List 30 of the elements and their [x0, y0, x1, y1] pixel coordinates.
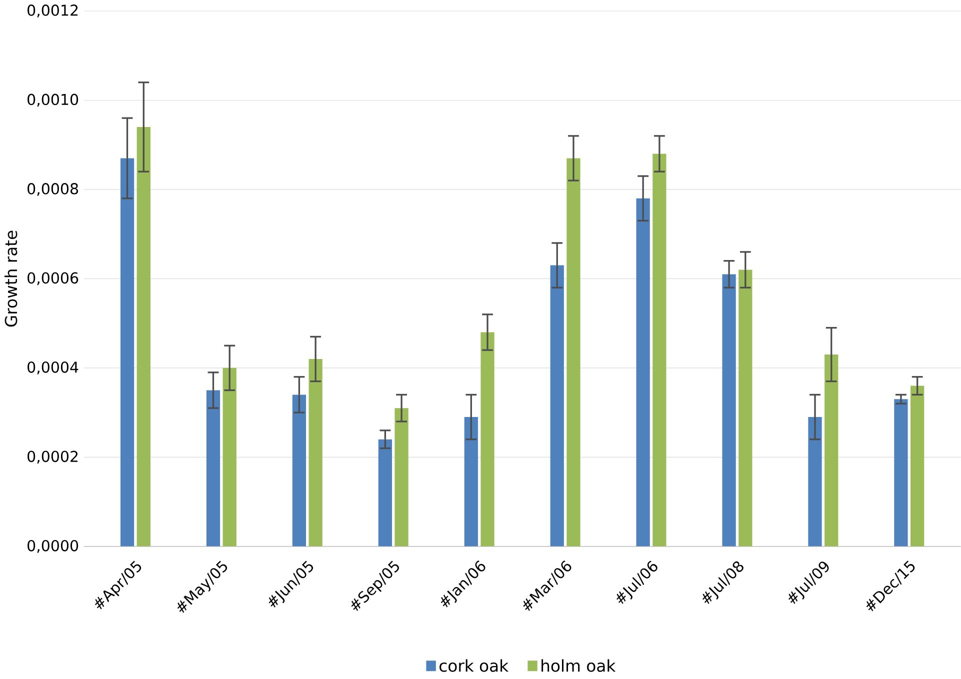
bar	[566, 158, 580, 546]
y-tick-label: 0,0002	[28, 450, 78, 464]
bar	[824, 354, 838, 546]
bar	[652, 154, 666, 546]
bar	[550, 265, 564, 546]
legend-label: holm oak	[542, 659, 616, 672]
y-tick-label: 0,0000	[28, 540, 78, 553]
bar	[222, 368, 236, 546]
y-tick-label: 0,0008	[28, 182, 78, 196]
y-tick-label: 0,0012	[28, 4, 78, 18]
y-tick-label: 0,0004	[28, 361, 78, 374]
bar	[394, 408, 408, 546]
y-tick-label: 0,0006	[28, 272, 78, 286]
bar	[292, 394, 306, 546]
bar	[636, 198, 650, 546]
bar	[120, 158, 134, 546]
bar	[378, 439, 392, 546]
bar	[894, 399, 908, 546]
bar	[808, 416, 822, 546]
bar	[308, 358, 322, 546]
bar	[910, 386, 924, 546]
bar	[722, 274, 736, 546]
bar	[738, 270, 752, 546]
bar	[480, 332, 494, 546]
bar	[206, 390, 220, 546]
bar	[464, 416, 478, 546]
y-tick-label: 0,0010	[28, 94, 78, 107]
bar	[136, 126, 150, 546]
legend-label: cork oak	[440, 659, 509, 672]
y-axis-title: Growth rate	[4, 230, 18, 327]
